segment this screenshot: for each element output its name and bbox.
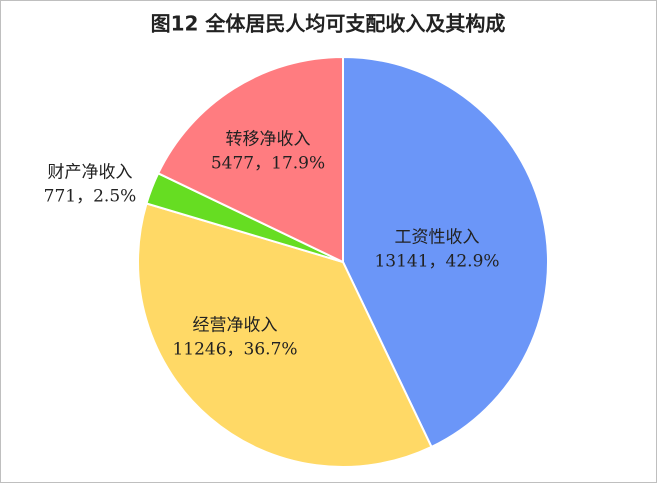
- pie-slice: [342, 55, 549, 449]
- chart-title: 图12 全体居民人均可支配收入及其构成: [151, 12, 506, 36]
- pie-slice: [136, 202, 433, 468]
- slice-label: 财产净收入: [48, 163, 133, 183]
- slice-label: 工资性收入: [395, 228, 480, 248]
- pie-slice: [156, 55, 344, 264]
- value-label: 11246，36.7%: [172, 340, 297, 360]
- slice-label: 经营净收入: [193, 316, 278, 336]
- slice-label: 转移净收入: [226, 130, 311, 150]
- value-label: 5477，17.9%: [211, 154, 325, 174]
- value-label: 771，2.5%: [44, 187, 137, 207]
- value-label: 13141，42.9%: [374, 252, 499, 272]
